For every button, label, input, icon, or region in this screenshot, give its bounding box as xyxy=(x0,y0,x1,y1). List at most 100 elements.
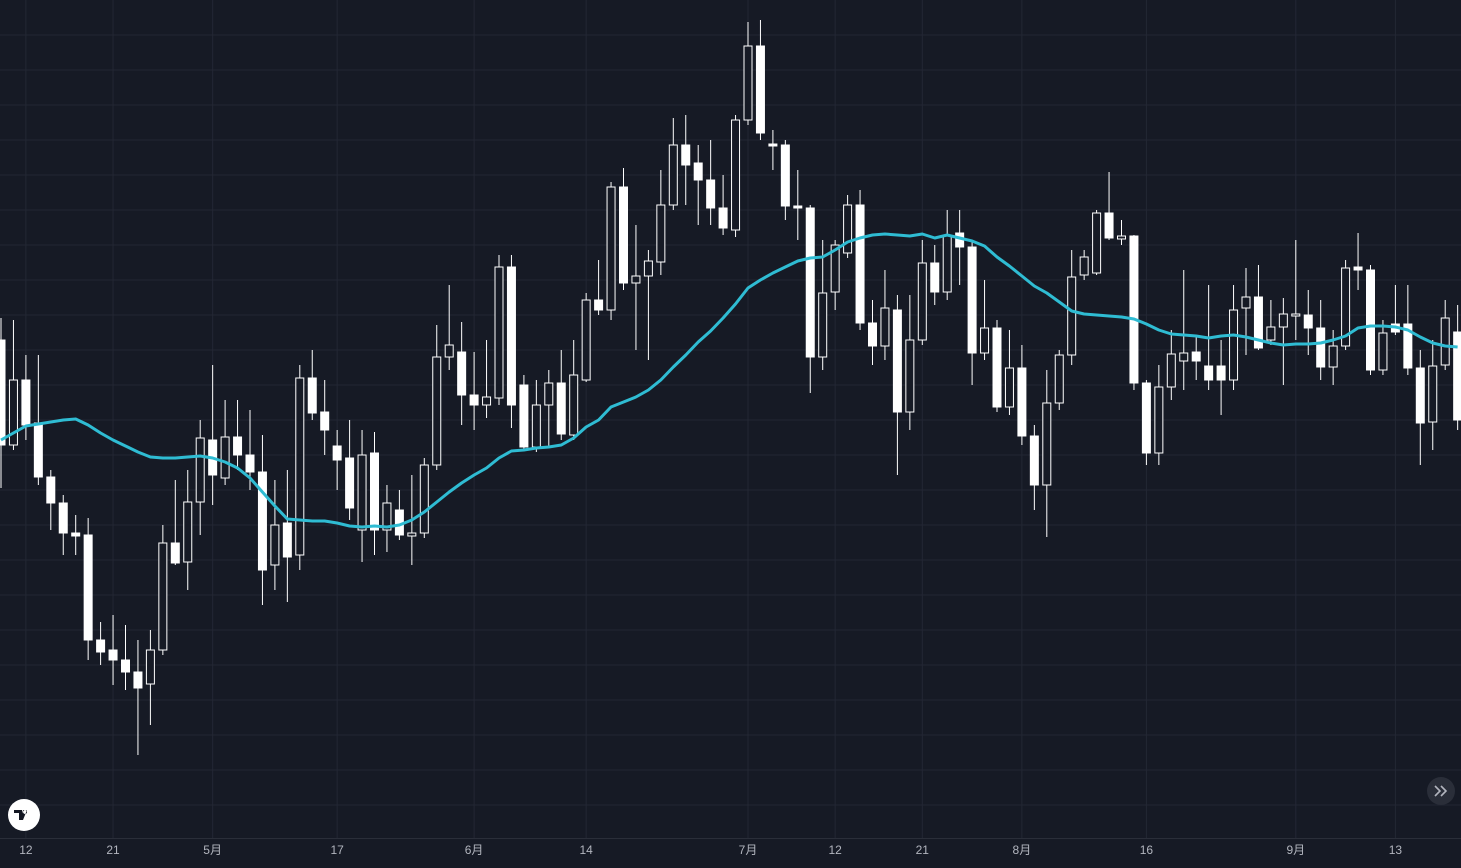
candle-body xyxy=(1291,313,1301,317)
candle-body xyxy=(1129,235,1139,384)
candle-body xyxy=(818,292,828,358)
candle-body xyxy=(1428,365,1438,423)
candle-body xyxy=(1328,345,1338,368)
candle-body xyxy=(1403,323,1413,369)
x-tick-label: 12 xyxy=(828,843,842,857)
candle-body xyxy=(0,339,6,446)
candle-body xyxy=(245,454,255,473)
candle-body xyxy=(71,532,81,537)
candle-body xyxy=(1179,352,1189,362)
candle-body xyxy=(1029,435,1039,486)
candle-body xyxy=(58,502,68,534)
marks xyxy=(0,20,1461,755)
x-tick-label: 8月 xyxy=(1013,843,1032,857)
candle-body xyxy=(1204,365,1214,381)
candle-body xyxy=(868,322,877,347)
candle-body xyxy=(519,384,529,448)
x-tick-label: 5月 xyxy=(203,843,222,857)
candle-body xyxy=(1166,353,1176,388)
candle-body xyxy=(370,452,379,531)
candle-body xyxy=(96,639,106,653)
candle-body xyxy=(917,262,927,341)
x-tick-label: 16 xyxy=(1140,843,1154,857)
candle-body xyxy=(270,524,280,566)
moving-average-line xyxy=(0,232,1458,529)
candle-body xyxy=(332,445,342,461)
x-tick-label: 9月 xyxy=(1286,843,1305,857)
candle-body xyxy=(1241,296,1251,309)
candle-body xyxy=(992,327,1002,408)
candle-body xyxy=(1415,367,1425,424)
x-tick-label: 21 xyxy=(106,843,120,857)
candle-body xyxy=(444,344,454,358)
candle-body xyxy=(21,379,31,426)
candle-body xyxy=(830,244,840,293)
candle-body xyxy=(793,205,803,209)
candle-body xyxy=(581,299,591,381)
candle-body xyxy=(1303,314,1313,329)
candle-body xyxy=(145,649,155,685)
candle-body xyxy=(643,260,653,277)
candle-body xyxy=(606,186,616,311)
candle-body xyxy=(482,396,492,406)
candle-body xyxy=(382,502,392,531)
x-tick-label: 21 xyxy=(916,843,930,857)
candle-body xyxy=(108,649,118,661)
candle-body xyxy=(307,377,317,414)
candle-body xyxy=(967,246,977,354)
candle-body xyxy=(1104,212,1114,239)
candle-body xyxy=(183,501,193,563)
candle-body xyxy=(220,436,230,479)
candle-body xyxy=(980,327,990,354)
candle-body xyxy=(170,542,180,564)
candle-body xyxy=(706,179,716,209)
candle-body xyxy=(1154,386,1164,454)
candle-body xyxy=(805,207,815,358)
candle-body xyxy=(544,382,554,406)
candle-body xyxy=(121,659,130,673)
candle-body xyxy=(556,382,566,435)
candle-body xyxy=(681,144,691,166)
candle-body xyxy=(780,144,790,207)
candle-body xyxy=(531,404,541,448)
candle-body xyxy=(1229,309,1239,381)
x-tick-label: 7月 xyxy=(739,843,758,857)
candle-body xyxy=(656,204,666,263)
candle-body xyxy=(1191,351,1201,362)
candle-body xyxy=(1054,354,1064,404)
logo xyxy=(8,799,40,831)
candle-body xyxy=(457,351,467,396)
candle-body xyxy=(930,262,940,293)
grid xyxy=(0,0,1461,838)
candle-body xyxy=(494,266,504,399)
candle-body xyxy=(718,207,728,229)
candle-body xyxy=(942,235,952,293)
x-tick-label: 13 xyxy=(1389,843,1403,857)
candle-body xyxy=(743,45,753,121)
candle-body xyxy=(282,522,292,558)
x-tick-label: 12 xyxy=(19,843,33,857)
candle-body xyxy=(257,471,267,571)
candle-body xyxy=(1216,365,1226,381)
candle-body xyxy=(1092,212,1102,274)
candle-body xyxy=(905,339,915,413)
candle-body xyxy=(1067,276,1077,356)
candle-body xyxy=(506,266,516,406)
candle-body xyxy=(1266,326,1276,341)
candle-body xyxy=(320,411,330,431)
candle-body xyxy=(855,204,865,324)
candle-body xyxy=(8,379,18,446)
candle-body xyxy=(1141,382,1151,454)
candle-body xyxy=(693,162,703,181)
x-tick-label: 6月 xyxy=(465,843,484,857)
candle-body xyxy=(619,186,628,284)
candle-body xyxy=(233,436,243,456)
candle-body xyxy=(1453,331,1461,421)
candle-body xyxy=(345,457,355,509)
candle-body xyxy=(295,377,305,556)
x-axis: 12 21 5月 17 6月 14 7月 12 21 8月 16 9月 13 xyxy=(19,843,1402,857)
scroll-button[interactable] xyxy=(1427,777,1455,805)
